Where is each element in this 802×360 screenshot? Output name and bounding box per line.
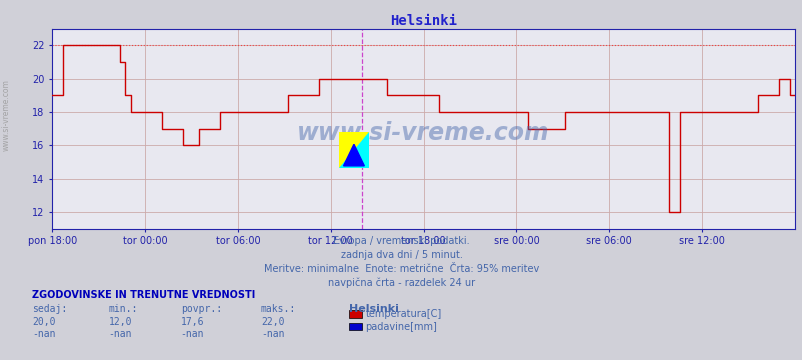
Text: temperatura[C]: temperatura[C] <box>365 309 441 319</box>
Text: Evropa / vremenski podatki.: Evropa / vremenski podatki. <box>333 236 469 246</box>
Text: sedaj:: sedaj: <box>32 304 67 314</box>
Text: -nan: -nan <box>261 329 284 339</box>
Text: ZGODOVINSKE IN TRENUTNE VREDNOSTI: ZGODOVINSKE IN TRENUTNE VREDNOSTI <box>32 290 255 300</box>
Text: -nan: -nan <box>32 329 55 339</box>
Text: 17,6: 17,6 <box>180 317 204 327</box>
Text: www.si-vreme.com: www.si-vreme.com <box>297 121 549 145</box>
Text: 12,0: 12,0 <box>108 317 132 327</box>
Text: maks.:: maks.: <box>261 304 296 314</box>
Text: padavine[mm]: padavine[mm] <box>365 321 437 332</box>
Text: povpr.:: povpr.: <box>180 304 221 314</box>
Title: Helsinki: Helsinki <box>390 14 456 28</box>
Text: -nan: -nan <box>108 329 132 339</box>
Text: Helsinki: Helsinki <box>349 304 399 314</box>
Text: Meritve: minimalne  Enote: metrične  Črta: 95% meritev: Meritve: minimalne Enote: metrične Črta:… <box>264 264 538 274</box>
Text: min.:: min.: <box>108 304 138 314</box>
Text: 20,0: 20,0 <box>32 317 55 327</box>
Text: www.si-vreme.com: www.si-vreme.com <box>2 79 11 151</box>
Text: zadnja dva dni / 5 minut.: zadnja dva dni / 5 minut. <box>340 250 462 260</box>
Text: -nan: -nan <box>180 329 204 339</box>
Text: 22,0: 22,0 <box>261 317 284 327</box>
Text: navpična črta - razdelek 24 ur: navpična črta - razdelek 24 ur <box>327 277 475 288</box>
